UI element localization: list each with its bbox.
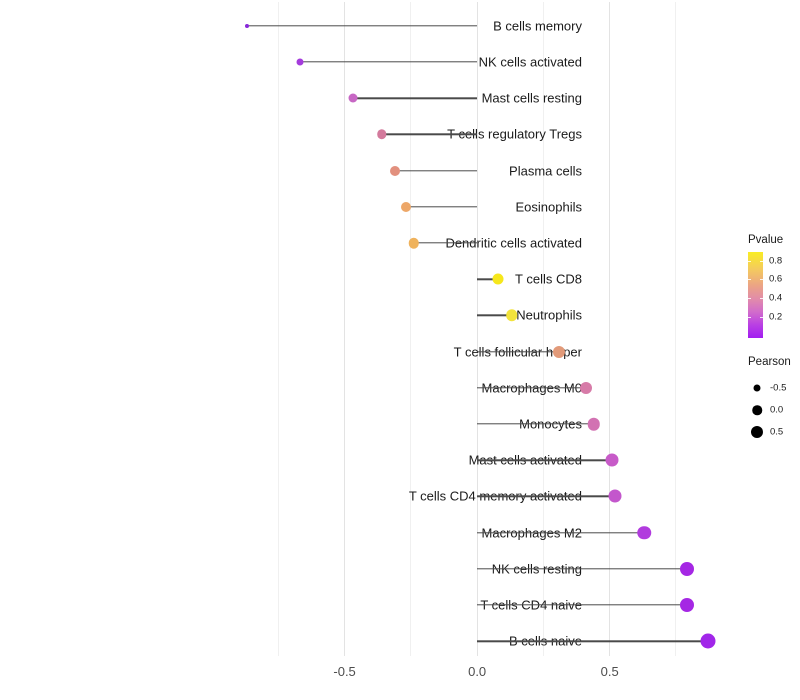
lollipop-dot (400, 201, 411, 212)
lollipop-stem (394, 169, 478, 172)
pvalue-tick-mark (748, 278, 751, 280)
lollipop-dot (579, 381, 592, 394)
gridline-minor (277, 2, 279, 656)
lollipop-stem (413, 242, 478, 244)
lollipop-dot (244, 23, 249, 28)
pvalue-tick-mark (760, 317, 763, 319)
lollipop-stem (477, 495, 615, 498)
pvalue-tick-label: 0.2 (769, 311, 783, 323)
gridline-major (609, 2, 611, 656)
lollipop-dot (553, 345, 566, 358)
lollipop-dot (492, 273, 504, 285)
lollipop-dot (505, 309, 518, 322)
lollipop-dot (587, 417, 600, 431)
y-axis-label: T cells CD8 (515, 271, 582, 287)
pvalue-tick-mark (760, 297, 763, 299)
pearson-legend-dot (753, 384, 761, 392)
gridline-minor (410, 2, 412, 656)
y-axis-label: Plasma cells (509, 163, 582, 179)
lollipop-stem (299, 61, 478, 63)
y-axis-label: T cells regulatory Tregs (447, 126, 582, 142)
pvalue-tick-mark (760, 278, 763, 280)
lollipop-stem (477, 278, 499, 280)
pvalue-legend-title: Pvalue (748, 234, 784, 246)
lollipop-stem (477, 459, 613, 461)
lollipop-stem (477, 531, 645, 534)
pvalue-tick-mark (748, 297, 751, 299)
lollipop-stem (477, 314, 512, 317)
lollipop-stem (405, 206, 478, 208)
y-axis-label: Dendritic cells activated (445, 235, 582, 251)
lollipop-dot (605, 453, 619, 467)
lollipop-stem (477, 604, 687, 606)
pearson-legend-title: Pearson (748, 356, 791, 368)
lollipop-stem (477, 350, 560, 353)
gridline-minor (675, 2, 677, 656)
y-axis-label: NK cells activated (478, 54, 582, 70)
lollipop-stem (477, 387, 586, 389)
x-tick-label: 0.5 (600, 664, 619, 679)
pearson-legend-label: 0.0 (770, 404, 784, 416)
lollipop-dot (637, 525, 651, 540)
lollipop-stem (477, 423, 594, 425)
gridline-major (476, 2, 478, 656)
lollipop-dot (608, 489, 622, 503)
pearson-legend-label: 0.5 (770, 426, 784, 438)
lollipop-dot (700, 633, 716, 649)
x-tick-label: -0.5 (333, 664, 356, 679)
y-axis-label: Neutrophils (516, 307, 582, 323)
y-axis-label: Mast cells resting (481, 90, 582, 106)
pvalue-tick-label: 0.6 (769, 273, 783, 285)
pvalue-tick-label: 0.4 (769, 292, 783, 304)
pvalue-gradient-bar (748, 252, 763, 338)
lollipop-dot (679, 598, 694, 612)
pvalue-tick-label: 0.8 (769, 255, 783, 267)
y-axis-label: B cells memory (493, 18, 582, 34)
pvalue-tick-mark (748, 317, 751, 319)
lollipop-stem (381, 133, 478, 136)
lollipop-dot (296, 58, 304, 66)
lollipop-stem (477, 640, 708, 642)
lollipop-dot (376, 129, 387, 140)
pvalue-tick-mark (748, 260, 751, 262)
lollipop-dot (408, 237, 419, 249)
lollipop-dot (679, 561, 694, 576)
pearson-legend-dot (752, 405, 762, 415)
lollipop-dot (348, 93, 358, 103)
lollipop-stem (352, 97, 478, 99)
pearson-legend-dot (751, 426, 763, 438)
gridline-minor (542, 2, 544, 656)
lollipop-stem (246, 25, 478, 27)
lollipop-stem (477, 568, 687, 570)
y-axis-label: Eosinophils (515, 199, 583, 215)
pvalue-tick-mark (760, 260, 763, 262)
pearson-legend-label: -0.5 (770, 382, 787, 394)
lollipop-dot (389, 165, 400, 176)
gridline-major (344, 2, 346, 656)
x-tick-label: 0.0 (468, 664, 487, 679)
